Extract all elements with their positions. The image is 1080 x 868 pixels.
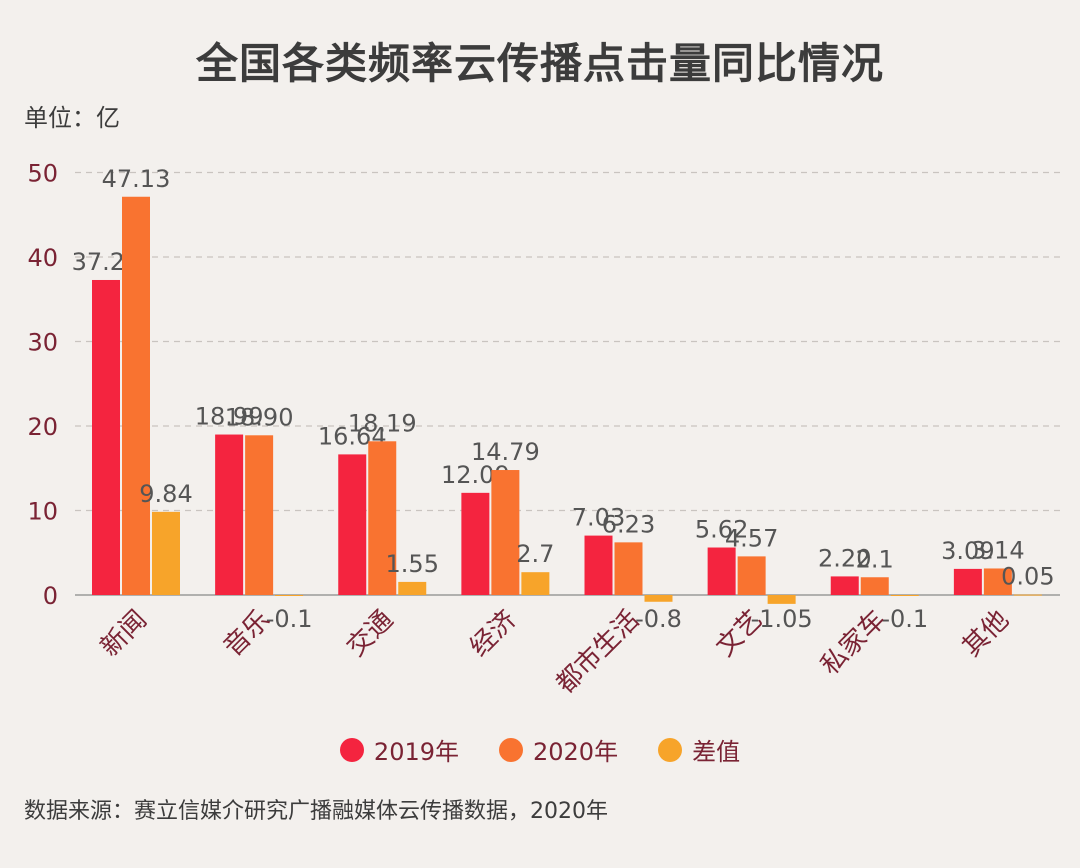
bar: [767, 595, 796, 604]
bar: [737, 556, 766, 595]
bar: [1013, 594, 1042, 596]
data-label: -0.1: [881, 605, 928, 633]
legend-label-2019: 2019年: [373, 738, 459, 766]
y-tick-label: 0: [43, 582, 58, 610]
data-label: 2.7: [516, 540, 554, 568]
bar: [953, 568, 982, 595]
data-label: 1.55: [386, 550, 439, 578]
data-label: 18.90: [225, 403, 294, 431]
legend-label-2020: 2020年: [533, 738, 619, 766]
legend-item-2020: 2020年: [499, 732, 618, 767]
legend: 2019年 2020年 差值: [0, 732, 1080, 767]
bar: [338, 454, 367, 595]
bar: [614, 542, 643, 595]
data-label: 7.03: [572, 504, 625, 532]
data-label: 14.79: [471, 438, 540, 466]
bar: [275, 595, 304, 596]
bar: [521, 572, 550, 595]
data-label: 4.57: [725, 524, 778, 552]
data-label: 2.20: [818, 544, 871, 572]
bar: [122, 196, 150, 595]
data-label: -0.1: [266, 605, 313, 633]
data-label: 18.19: [348, 409, 417, 437]
y-tick-label: 10: [27, 498, 58, 526]
x-tick-label: 交通: [341, 605, 399, 663]
legend-label-diff: 差值: [692, 738, 741, 766]
data-label: 2.1: [856, 545, 894, 573]
bar: [983, 568, 1012, 595]
legend-item-2019: 2019年: [339, 732, 459, 767]
bar: [830, 576, 859, 595]
y-tick-label: 30: [27, 329, 58, 357]
data-label: 5.62: [695, 516, 748, 544]
bar: [860, 577, 889, 595]
x-tick-label: 经济: [464, 605, 522, 663]
data-label: 3.14: [971, 536, 1024, 564]
bar: [461, 492, 490, 595]
bar: [368, 441, 397, 595]
data-label: 3.09: [941, 537, 994, 565]
x-tick-label: 都市生活: [551, 605, 646, 700]
data-label: 47.13: [102, 165, 171, 193]
legend-swatch-2020: [499, 737, 523, 762]
bar: [245, 435, 274, 595]
x-tick-label: 其他: [957, 605, 1015, 663]
data-label: 0.05: [1001, 563, 1054, 591]
x-tick-label: 新闻: [95, 605, 153, 663]
x-tick-label: 私家车: [815, 605, 891, 681]
legend-swatch-diff: [658, 737, 683, 762]
bar: [890, 595, 919, 596]
y-tick-label: 40: [27, 244, 58, 272]
data-source: 数据来源：赛立信媒介研究广播融媒体云传播数据，2020年: [24, 799, 608, 824]
bar: [92, 279, 120, 595]
bar: [584, 535, 613, 595]
bar: [644, 595, 673, 602]
legend-swatch-2019: [339, 737, 364, 762]
bar: [707, 547, 736, 595]
data-label: 18.99: [195, 403, 264, 431]
unit-label: 单位：亿: [24, 104, 120, 132]
data-label: 6.23: [602, 510, 655, 538]
bar: [215, 434, 244, 595]
data-label: 9.84: [139, 480, 192, 508]
chart-title: 全国各类频率云传播点击量同比情况: [195, 39, 884, 88]
legend-item-diff: 差值: [658, 732, 740, 767]
data-label: -1.05: [751, 605, 813, 633]
bar: [152, 511, 180, 595]
data-label: -0.8: [635, 605, 682, 633]
bar: [491, 470, 520, 595]
bar: [398, 581, 427, 595]
y-tick-label: 20: [27, 413, 58, 441]
y-tick-label: 50: [27, 160, 58, 188]
